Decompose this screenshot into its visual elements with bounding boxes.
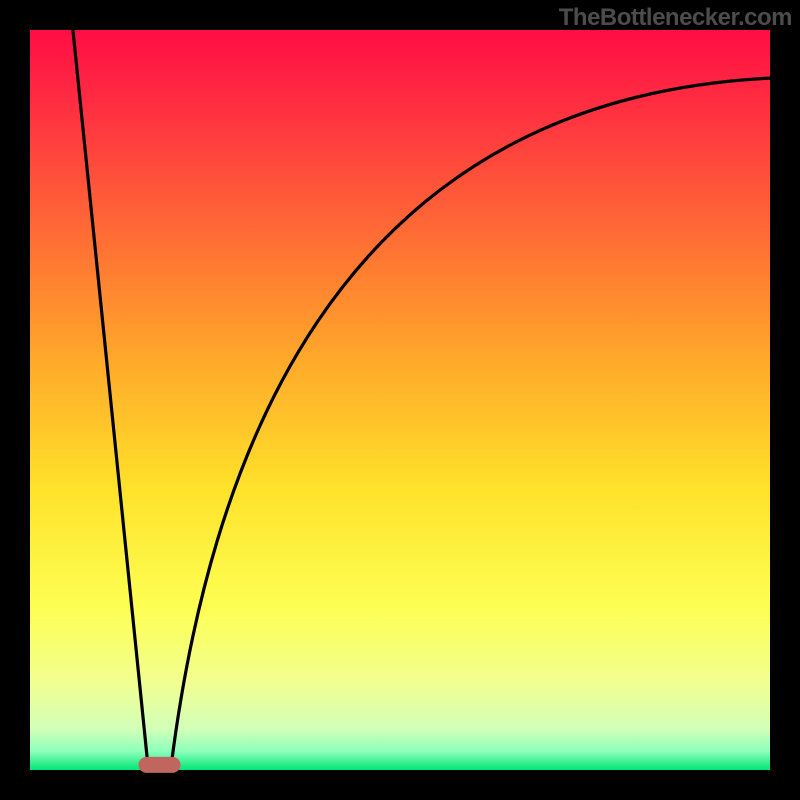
watermark-text: TheBottlenecker.com bbox=[559, 4, 792, 32]
chart-container: TheBottlenecker.com bbox=[0, 0, 800, 800]
optimum-marker bbox=[139, 757, 181, 773]
bottleneck-chart bbox=[0, 0, 800, 800]
plot-background bbox=[30, 30, 770, 770]
